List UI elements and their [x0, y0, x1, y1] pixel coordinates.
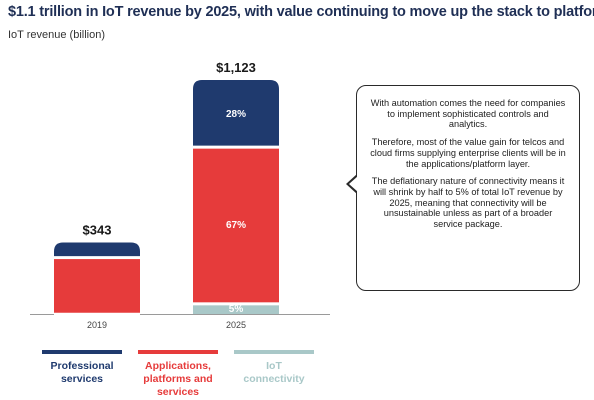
callout-paragraph-1: With automation comes the need for compa…: [370, 98, 566, 130]
legend-swatch-professional: [42, 350, 122, 354]
segment-label-2025-2: 28%: [226, 109, 246, 120]
bar-segment-2019-2: [54, 242, 140, 257]
bar-segment-2025-0: [193, 302, 279, 314]
annotation-callout: With automation comes the need for compa…: [346, 85, 580, 291]
total-label-2019: $343: [83, 223, 112, 238]
category-label-2025: 2025: [226, 320, 246, 330]
stacked-bar-chart: $343 2019 5% 67% 28% $1,123 2025: [30, 60, 330, 330]
legend-item-iot-connectivity: IoT connectivity: [222, 350, 326, 386]
callout-paragraph-2: Therefore, most of the value gain for te…: [370, 137, 566, 169]
legend-item-professional-services: Professional services: [30, 350, 134, 386]
bar-segment-2025-1: [193, 145, 279, 303]
y-axis-label: IoT revenue (billion): [8, 29, 106, 41]
legend-label-professional: Professional services: [50, 360, 114, 385]
legend-swatch-connectivity: [234, 350, 314, 354]
segment-gap-2025-0: [193, 299, 279, 306]
category-label-2019: 2019: [87, 320, 107, 330]
callout-paragraph-3: The deflationary nature of connectivity …: [371, 176, 565, 230]
legend-item-applications: Applications, platforms and services: [126, 350, 230, 399]
bar-segment-2019-1: [54, 256, 140, 313]
legend-label-applications: Applications, platforms and services: [143, 360, 213, 398]
segment-label-2025-1: 67%: [226, 220, 246, 231]
total-label-2025: $1,123: [216, 60, 256, 75]
bar-segment-2025-2: [193, 80, 279, 146]
chart-title: $1.1 trillion in IoT revenue by 2025, wi…: [8, 4, 594, 20]
segment-label-2025-0: 5%: [229, 304, 244, 315]
legend-label-connectivity: IoT connectivity: [243, 360, 305, 385]
legend-swatch-applications: [138, 350, 218, 354]
